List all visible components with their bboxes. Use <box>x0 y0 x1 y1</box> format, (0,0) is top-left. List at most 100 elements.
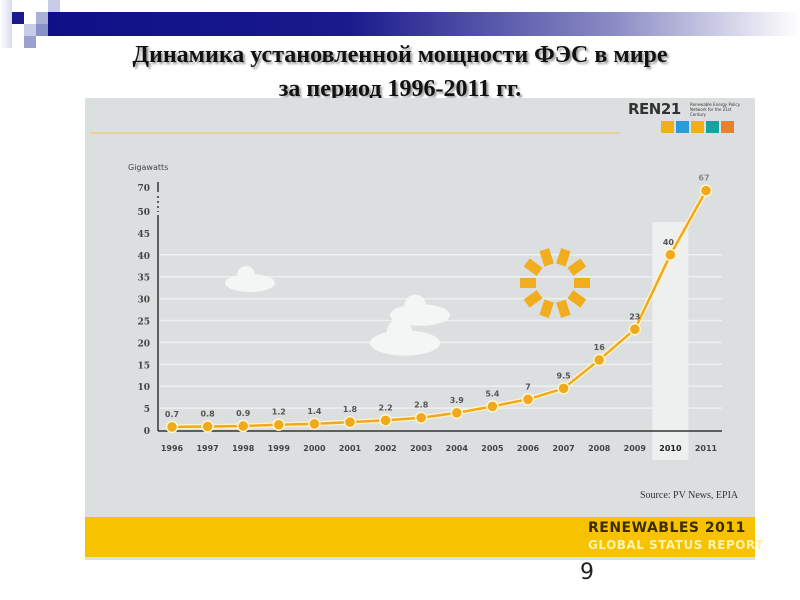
data-label: 3.9 <box>450 396 465 405</box>
decor-square <box>48 0 60 12</box>
y-tick-label: 0 <box>144 427 150 437</box>
banner-subtitle: GLOBAL STATUS REPORT <box>588 538 764 552</box>
report-banner <box>85 517 755 557</box>
data-label: 0.8 <box>201 409 216 418</box>
logo-energy-icon <box>691 121 704 133</box>
x-tick-label: 2004 <box>446 444 469 453</box>
data-label: 23 <box>629 312 640 321</box>
data-label: 0.7 <box>165 410 179 419</box>
logo-energy-icon <box>706 121 719 133</box>
data-label: 40 <box>663 238 675 247</box>
logo-energy-icon <box>676 121 689 133</box>
y-tick-label: 15 <box>137 361 150 371</box>
sun-ray <box>556 299 571 318</box>
decor-square <box>36 24 48 36</box>
decor-square <box>12 12 24 24</box>
x-tick-label: 2001 <box>339 444 362 453</box>
logo-energy-icon <box>661 121 674 133</box>
cloud <box>404 294 427 317</box>
data-label: 5.4 <box>485 389 500 398</box>
banner-title: RENEWABLES 2011 <box>588 520 746 536</box>
data-point <box>272 418 286 431</box>
data-point <box>557 382 570 395</box>
data-point <box>521 393 535 406</box>
sun-ray <box>523 290 543 308</box>
x-tick-label: 1998 <box>232 444 255 453</box>
y-tick-label: 10 <box>137 383 150 393</box>
sun-ray <box>574 278 590 288</box>
sun-ray <box>567 290 587 308</box>
data-point <box>343 415 357 429</box>
x-tick-label: 2006 <box>517 444 540 453</box>
sun-ray <box>567 258 587 276</box>
decor-square <box>24 36 36 48</box>
data-point <box>699 184 713 197</box>
decor-square <box>0 0 12 48</box>
x-tick-label: 2011 <box>695 444 718 453</box>
sun-ray <box>523 258 543 276</box>
highlight-column <box>652 222 689 460</box>
data-label: 0.9 <box>236 409 251 418</box>
cloud <box>386 319 412 345</box>
data-label: 2.8 <box>414 401 429 410</box>
page-number: 9 <box>580 560 594 585</box>
data-point <box>201 420 214 433</box>
x-tick-label: 2010 <box>659 444 682 453</box>
x-tick-label: 2002 <box>374 444 396 453</box>
data-label: 1.2 <box>272 408 286 417</box>
infographic-panel <box>85 98 755 560</box>
y-tick-label: 35 <box>137 274 150 284</box>
sun-ray <box>539 299 554 318</box>
data-point <box>664 248 677 262</box>
y-tick-label: 25 <box>137 318 150 328</box>
source-note: Source: PV News, EPIA <box>640 490 739 501</box>
data-point <box>450 406 464 420</box>
data-label: 16 <box>594 343 606 352</box>
data-point <box>236 419 250 433</box>
logo-subtitle: Renewable Energy Policy Network for the … <box>690 102 740 117</box>
x-tick-label: 1999 <box>268 444 291 453</box>
header-bar <box>48 12 800 36</box>
y-tick-label: 50 <box>137 208 150 218</box>
data-point <box>165 420 179 434</box>
sun-ray <box>556 248 571 267</box>
x-tick-label: 2003 <box>410 444 432 453</box>
title-line-2: за период 1996-2011 гг. <box>278 76 522 102</box>
data-point <box>379 414 392 427</box>
decor-square <box>36 12 48 24</box>
y-tick-label: 20 <box>137 339 150 349</box>
logo-energy-icon <box>721 121 734 133</box>
x-tick-label: 2007 <box>552 444 574 453</box>
sun-ray <box>539 248 554 267</box>
data-label: 67 <box>698 174 709 183</box>
data-label: 9.5 <box>557 371 572 380</box>
slide-title: Динамика установленной мощности ФЭС в ми… <box>0 38 800 106</box>
data-label: 1.4 <box>307 407 322 416</box>
cloud <box>237 266 255 284</box>
x-tick-label: 1997 <box>196 444 218 453</box>
y-tick-label: 30 <box>137 296 150 306</box>
x-tick-label: 2008 <box>588 444 611 453</box>
x-tick-label: 1996 <box>161 444 184 453</box>
data-label: 7 <box>525 382 531 391</box>
title-line-1: Динамика установленной мощности ФЭС в ми… <box>132 42 668 68</box>
data-point <box>414 411 428 424</box>
y-tick-label: 45 <box>137 230 150 240</box>
x-tick-label: 2009 <box>624 444 647 453</box>
data-label: 2.2 <box>379 403 393 412</box>
data-point <box>628 323 642 336</box>
series-line <box>171 189 708 429</box>
data-point <box>592 353 606 367</box>
x-tick-label: 2000 <box>303 444 326 453</box>
y-axis-label: Gigawatts <box>128 163 168 172</box>
sun-ray <box>520 278 536 288</box>
data-point <box>486 400 499 413</box>
y-tick-label: 5 <box>144 405 150 415</box>
decor-square <box>24 24 36 36</box>
ren21-logo: REN21 <box>628 100 681 118</box>
y-tick-label: 40 <box>137 252 150 262</box>
data-point <box>308 417 321 431</box>
y-tick-label: 70 <box>137 184 150 194</box>
data-label: 1.8 <box>343 405 358 414</box>
